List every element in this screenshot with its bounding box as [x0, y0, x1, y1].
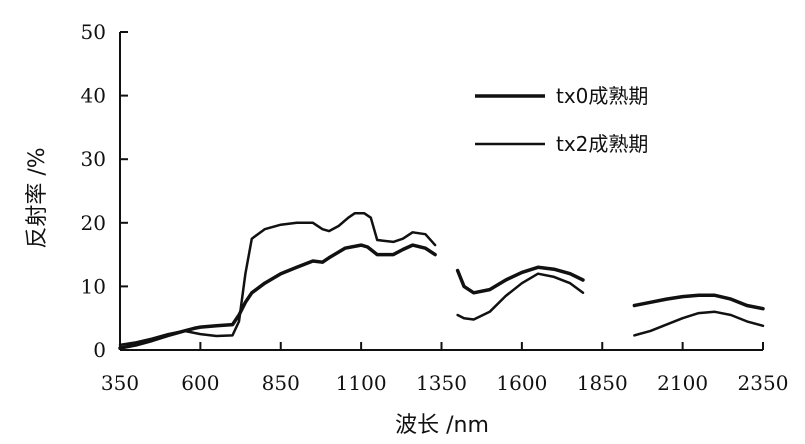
y-tick-label: 40 [81, 84, 106, 108]
y-axis-title: 反射率 /% [25, 147, 50, 248]
x-tick-label: 850 [262, 371, 300, 395]
x-tick-label: 1600 [496, 371, 547, 395]
series-line-segment [632, 293, 765, 311]
series-line-segment [633, 310, 765, 337]
y-tick-label: 30 [81, 147, 106, 171]
y-tick-label: 20 [81, 211, 106, 235]
y-tick-label: 10 [81, 274, 106, 298]
legend-label: tx2成熟期 [556, 132, 648, 156]
x-tick-label: 350 [101, 371, 139, 395]
legend-label: tx0成熟期 [556, 84, 648, 108]
series-1 [118, 243, 765, 350]
x-tick-label: 2100 [657, 371, 708, 395]
x-axis-title: 波长 /nm [395, 413, 489, 438]
series-2 [118, 212, 765, 347]
series-layer [118, 212, 765, 350]
series-line-segment [456, 272, 585, 321]
ticks: 350 600 850 1100 1350 1600 1850 2100 2350 0 10 20 30… [81, 20, 789, 395]
y-tick-label: 50 [81, 20, 106, 44]
series-line-segment [455, 265, 585, 295]
series-line-segment [118, 212, 437, 347]
y-tick-label: 0 [93, 338, 106, 362]
axes [119, 32, 763, 351]
legend: tx0成熟期 tx2成熟期 [475, 84, 648, 156]
x-tick-label: 1350 [416, 371, 467, 395]
x-tick-label: 1100 [336, 371, 387, 395]
x-tick-label: 1850 [577, 371, 628, 395]
x-tick-label: 2350 [738, 371, 789, 395]
series-line-segment [118, 243, 437, 350]
x-tick-label: 600 [181, 371, 219, 395]
